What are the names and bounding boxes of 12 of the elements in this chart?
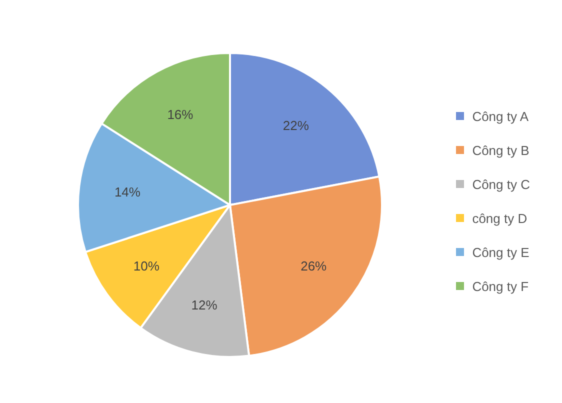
legend-label: Công ty E xyxy=(472,244,530,260)
legend-label: Công ty C xyxy=(472,176,530,192)
data-label: 10% xyxy=(133,258,160,274)
legend-label: Công ty F xyxy=(472,278,529,294)
data-label: 14% xyxy=(114,184,141,200)
legend-label: công ty D xyxy=(472,210,528,226)
data-label: 16% xyxy=(167,106,194,122)
legend-label: Công ty A xyxy=(472,108,529,124)
data-label: 12% xyxy=(191,298,218,313)
data-label: 26% xyxy=(300,258,328,274)
legend-label: Công ty B xyxy=(472,142,530,158)
data-label: 22% xyxy=(282,118,310,133)
